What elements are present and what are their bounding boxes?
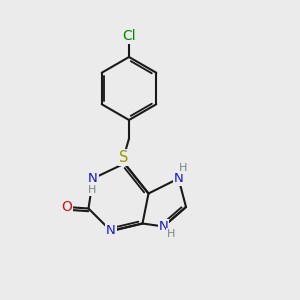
Text: N: N [106, 224, 116, 238]
Text: Cl: Cl [122, 29, 136, 43]
Text: O: O [61, 200, 72, 214]
Text: H: H [179, 163, 187, 173]
Text: H: H [88, 185, 97, 195]
Text: N: N [174, 172, 183, 185]
Text: N: N [88, 172, 98, 185]
Text: H: H [167, 229, 175, 239]
Text: N: N [159, 220, 168, 233]
Text: S: S [119, 150, 128, 165]
